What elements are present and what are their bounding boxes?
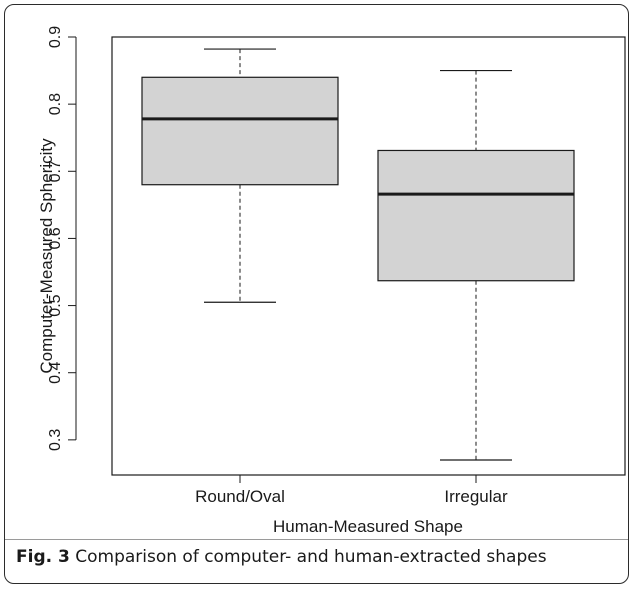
caption-label: Fig. 3 (16, 547, 70, 567)
y-tick-label: 0.7 (47, 160, 64, 182)
x-axis-label: Human-Measured Shape (273, 517, 463, 536)
y-tick-label: 0.3 (47, 429, 64, 451)
box-series (141, 48, 575, 461)
y-tick-label: 0.6 (47, 227, 64, 249)
y-tick-label: 0.4 (47, 361, 64, 383)
caption-divider (5, 539, 628, 540)
box-plot-chart: 0.3 0.4 0.5 0.6 0.7 0.8 0.9 Round/Oval Irregula… (37, 26, 626, 536)
y-axis: 0.3 0.4 0.5 0.6 0.7 0.8 0.9 (47, 26, 77, 451)
caption-text: Comparison of computer- and human-extrac… (69, 547, 547, 567)
x-tick-label: Round/Oval (195, 487, 285, 506)
figure-caption: Fig. 3 Comparison of computer- and human… (16, 547, 547, 567)
y-axis-label: Computer-Measured Sphericity (37, 138, 56, 374)
box-round-oval (141, 48, 339, 303)
iqr-box (377, 149, 575, 282)
iqr-box (141, 76, 339, 186)
x-axis: Round/Oval Irregular (195, 474, 508, 506)
box-irregular (377, 69, 575, 461)
y-tick-label: 0.5 (47, 294, 64, 316)
y-tick-label: 0.9 (47, 26, 64, 48)
y-tick-label: 0.8 (47, 93, 64, 115)
x-tick-label: Irregular (444, 487, 508, 506)
